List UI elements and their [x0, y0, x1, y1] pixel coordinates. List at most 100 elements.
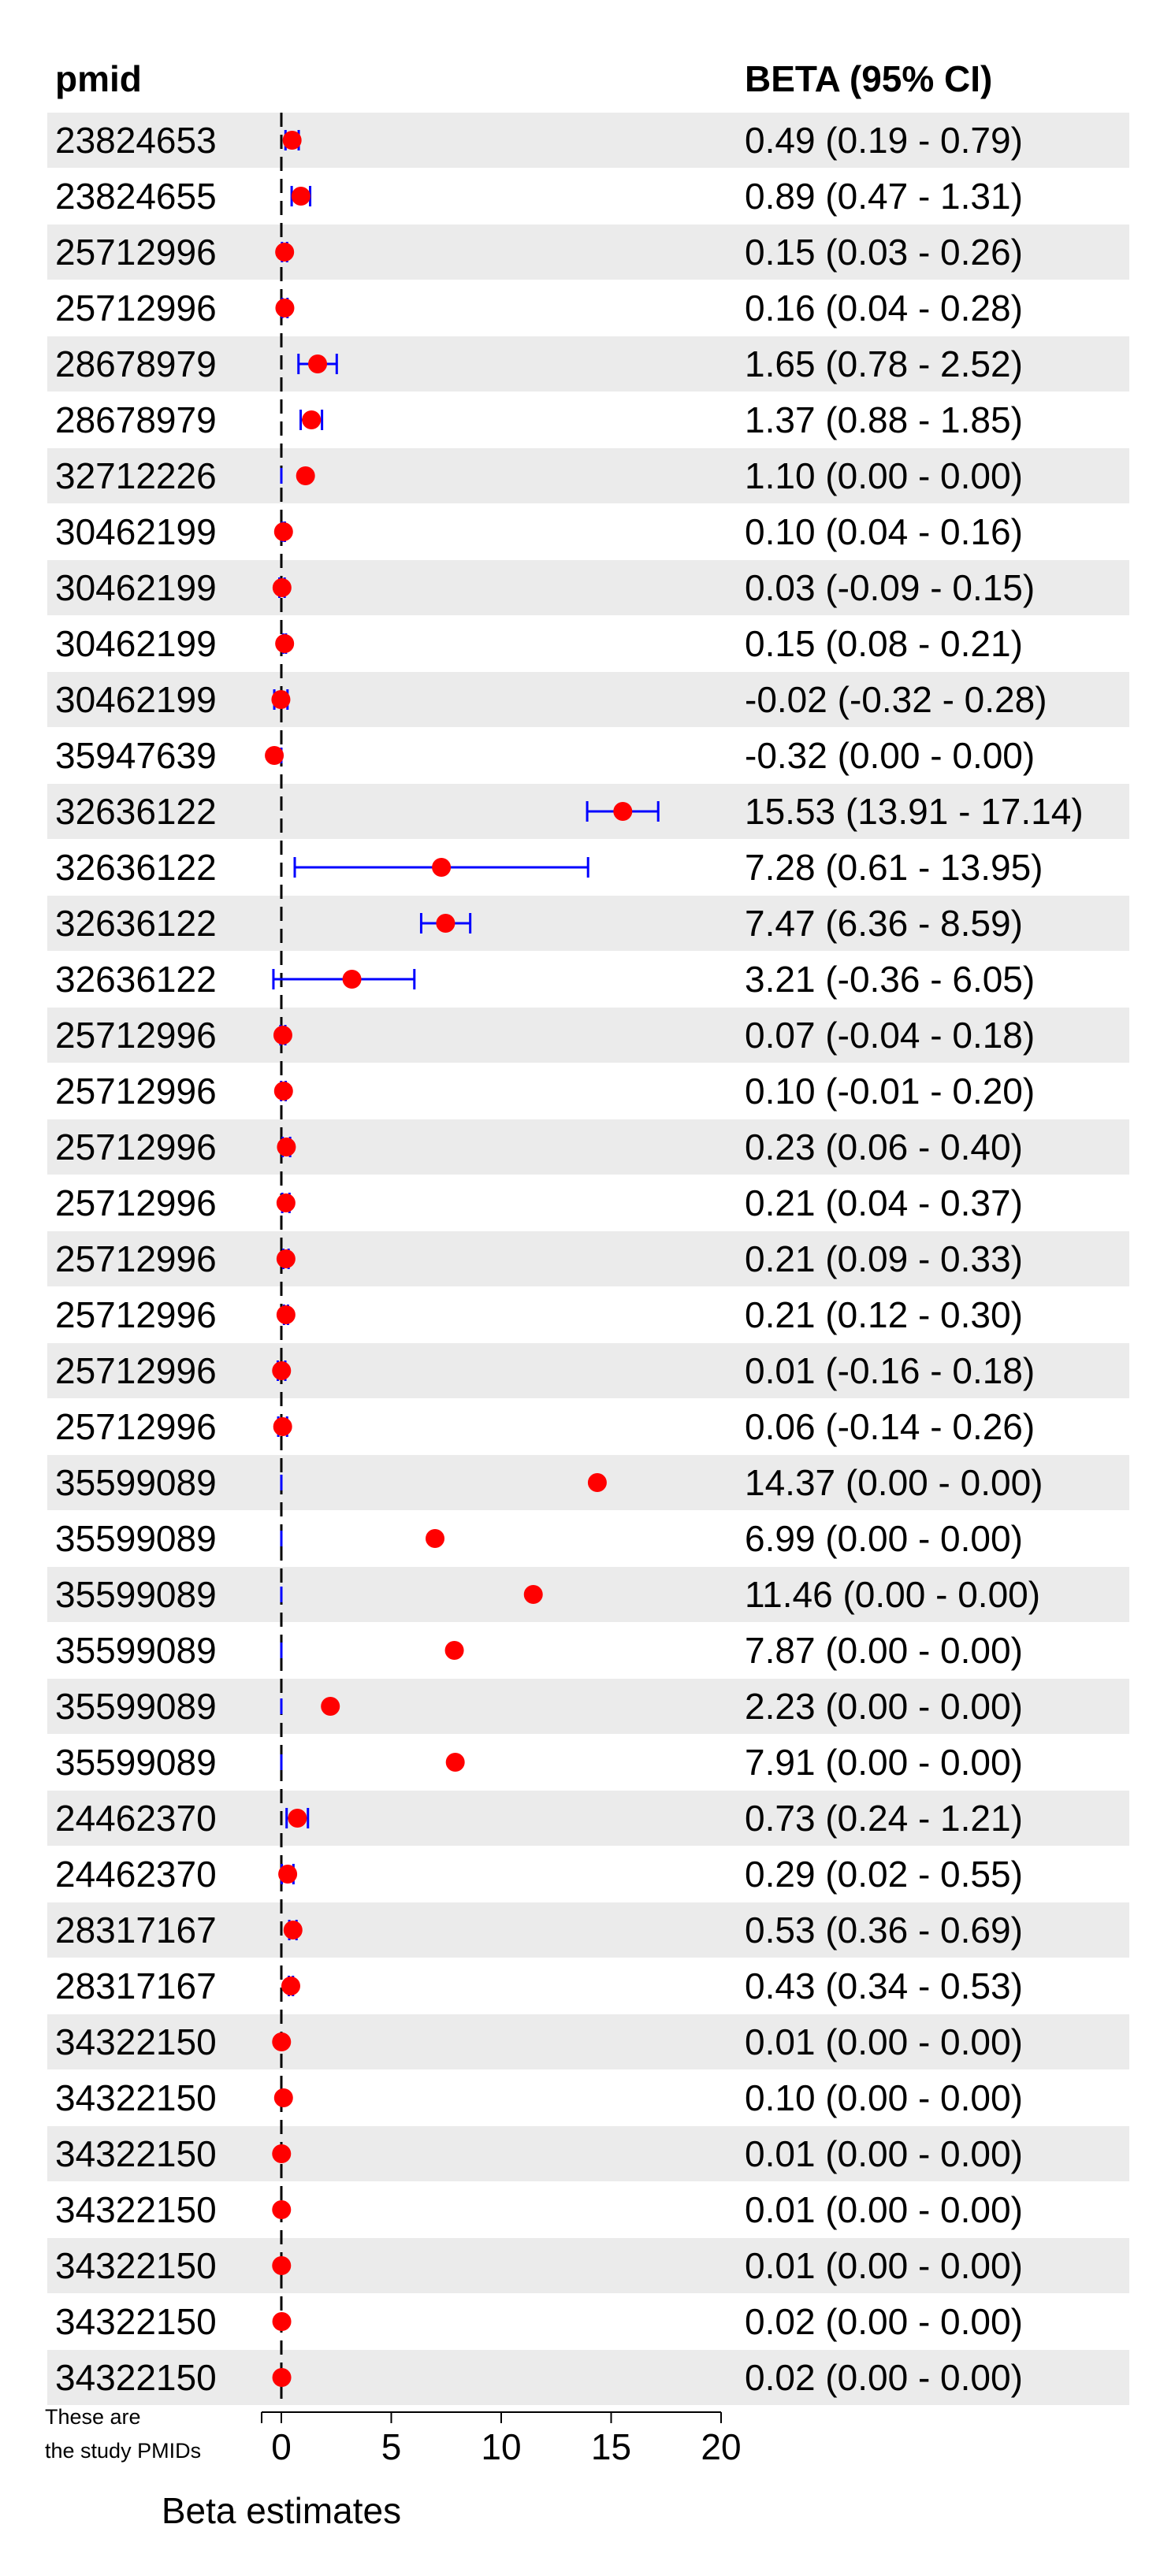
point-estimate — [523, 1585, 543, 1604]
x-axis-label: Beta estimates — [162, 2490, 401, 2531]
point-estimate — [288, 1809, 307, 1828]
point-estimate — [272, 2144, 292, 2163]
beta-ci-label: 0.07 (-0.04 - 0.18) — [745, 1015, 1035, 1056]
point-estimate — [272, 1361, 292, 1380]
point-estimate — [445, 1753, 465, 1772]
pmid-label: 35599089 — [55, 1742, 217, 1783]
point-estimate — [277, 1138, 296, 1156]
point-estimate — [302, 410, 322, 429]
point-estimate — [272, 2368, 292, 2387]
point-estimate — [321, 1697, 340, 1716]
pmid-label: 25712996 — [55, 232, 217, 273]
point-estimate — [273, 1026, 292, 1045]
pmid-labels: 23824653 23824655 25712996 25712996 28678979… — [55, 120, 217, 2398]
x-tick-label: 5 — [381, 2426, 402, 2467]
row-stripes — [47, 113, 1129, 2405]
beta-ci-label: 0.29 (0.02 - 0.55) — [745, 1854, 1023, 1895]
row-stripe — [47, 560, 1129, 615]
point-estimate — [272, 578, 292, 597]
row-stripe — [47, 1119, 1129, 1175]
beta-ci-label: 14.37 (0.00 - 0.00) — [745, 1462, 1043, 1503]
beta-ci-column-header: BETA (95% CI) — [745, 58, 992, 99]
beta-ci-label: 0.21 (0.04 - 0.37) — [745, 1182, 1023, 1223]
point-estimate — [308, 354, 328, 373]
row-stripe — [47, 225, 1129, 280]
point-estimate — [276, 1305, 296, 1324]
beta-ci-label: 0.10 (-0.01 - 0.20) — [745, 1071, 1035, 1112]
row-stripe — [47, 896, 1129, 951]
pmid-label: 28678979 — [55, 343, 217, 384]
point-estimate — [265, 746, 284, 765]
pmid-label: 35599089 — [55, 1686, 217, 1727]
pmid-label: 32712226 — [55, 455, 217, 496]
beta-ci-label: 0.23 (0.06 - 0.40) — [745, 1127, 1023, 1167]
beta-ci-label: 15.53 (13.91 - 17.14) — [745, 791, 1084, 832]
pmid-label: 25712996 — [55, 1015, 217, 1056]
row-stripe — [47, 1567, 1129, 1622]
pmid-label: 25712996 — [55, 1294, 217, 1335]
x-tick-label: 15 — [591, 2426, 631, 2467]
pmid-label: 30462199 — [55, 623, 217, 664]
point-estimate — [276, 1249, 296, 1268]
point-estimate — [432, 858, 452, 877]
pmid-label: 34322150 — [55, 2245, 217, 2286]
point-estimate — [271, 690, 291, 709]
point-estimate — [272, 2312, 292, 2331]
row-stripe — [47, 2238, 1129, 2293]
pmid-label: 25712996 — [55, 1182, 217, 1223]
beta-ci-label: 1.37 (0.88 - 1.85) — [745, 399, 1023, 440]
pmid-label: 25712996 — [55, 1071, 217, 1112]
row-stripe — [47, 2014, 1129, 2069]
point-estimate — [296, 466, 315, 485]
beta-ci-label: 0.15 (0.03 - 0.26) — [745, 232, 1023, 273]
beta-ci-label: 7.91 (0.00 - 0.00) — [745, 1742, 1023, 1783]
point-estimate — [278, 1865, 298, 1884]
point-estimate — [272, 2256, 292, 2275]
pmid-label: 34322150 — [55, 2189, 217, 2230]
point-estimate — [283, 1921, 303, 1939]
pmid-label: 30462199 — [55, 679, 217, 720]
beta-ci-label: 0.01 (0.00 - 0.00) — [745, 2189, 1023, 2230]
beta-ci-label: 0.02 (0.00 - 0.00) — [745, 2357, 1023, 2398]
ci-labels: 0.49 (0.19 - 0.79) 0.89 (0.47 - 1.31) 0.15… — [745, 120, 1084, 2398]
beta-ci-label: 0.43 (0.34 - 0.53) — [745, 1965, 1023, 2006]
point-estimate — [276, 1193, 296, 1212]
x-tick-label: 20 — [701, 2426, 741, 2467]
pmid-label: 34322150 — [55, 2077, 217, 2118]
pmid-label: 35599089 — [55, 1518, 217, 1559]
pmid-label: 25712996 — [55, 288, 217, 328]
row-stripe — [47, 1343, 1129, 1398]
beta-ci-label: 0.49 (0.19 - 0.79) — [745, 120, 1023, 161]
beta-ci-label: 0.06 (-0.14 - 0.26) — [745, 1406, 1035, 1447]
point-estimate — [342, 970, 362, 989]
pmid-label: 23824655 — [55, 176, 217, 217]
beta-ci-label: 6.99 (0.00 - 0.00) — [745, 1518, 1023, 1559]
beta-ci-label: 7.47 (6.36 - 8.59) — [745, 903, 1023, 944]
beta-ci-label: 0.15 (0.08 - 0.21) — [745, 623, 1023, 664]
pmid-label: 24462370 — [55, 1798, 217, 1839]
row-stripe — [47, 448, 1129, 503]
beta-ci-label: 1.65 (0.78 - 2.52) — [745, 343, 1023, 384]
row-stripe — [47, 1791, 1129, 1846]
point-estimate — [273, 2088, 293, 2107]
row-stripe — [47, 1902, 1129, 1958]
beta-ci-label: 2.23 (0.00 - 0.00) — [745, 1686, 1023, 1727]
pmid-label: 32636122 — [55, 959, 217, 1000]
point-estimate — [426, 1529, 445, 1548]
beta-ci-label: 0.53 (0.36 - 0.69) — [745, 1910, 1023, 1951]
beta-ci-label: -0.02 (-0.32 - 0.28) — [745, 679, 1047, 720]
beta-ci-label: 0.10 (0.00 - 0.00) — [745, 2077, 1023, 2118]
pmid-label: 32636122 — [55, 791, 217, 832]
pmid-label: 32636122 — [55, 847, 217, 888]
point-estimate — [272, 2200, 292, 2219]
pmid-column-header: pmid — [55, 58, 142, 99]
point-estimate — [291, 187, 310, 206]
pmid-label: 35947639 — [55, 735, 217, 776]
point-estimate — [281, 1977, 300, 1995]
beta-ci-label: 0.01 (0.00 - 0.00) — [745, 2021, 1023, 2062]
point-estimate — [275, 299, 295, 317]
pmid-label: 34322150 — [55, 2357, 217, 2398]
beta-ci-label: 1.10 (0.00 - 0.00) — [745, 455, 1023, 496]
pmid-label: 32636122 — [55, 903, 217, 944]
